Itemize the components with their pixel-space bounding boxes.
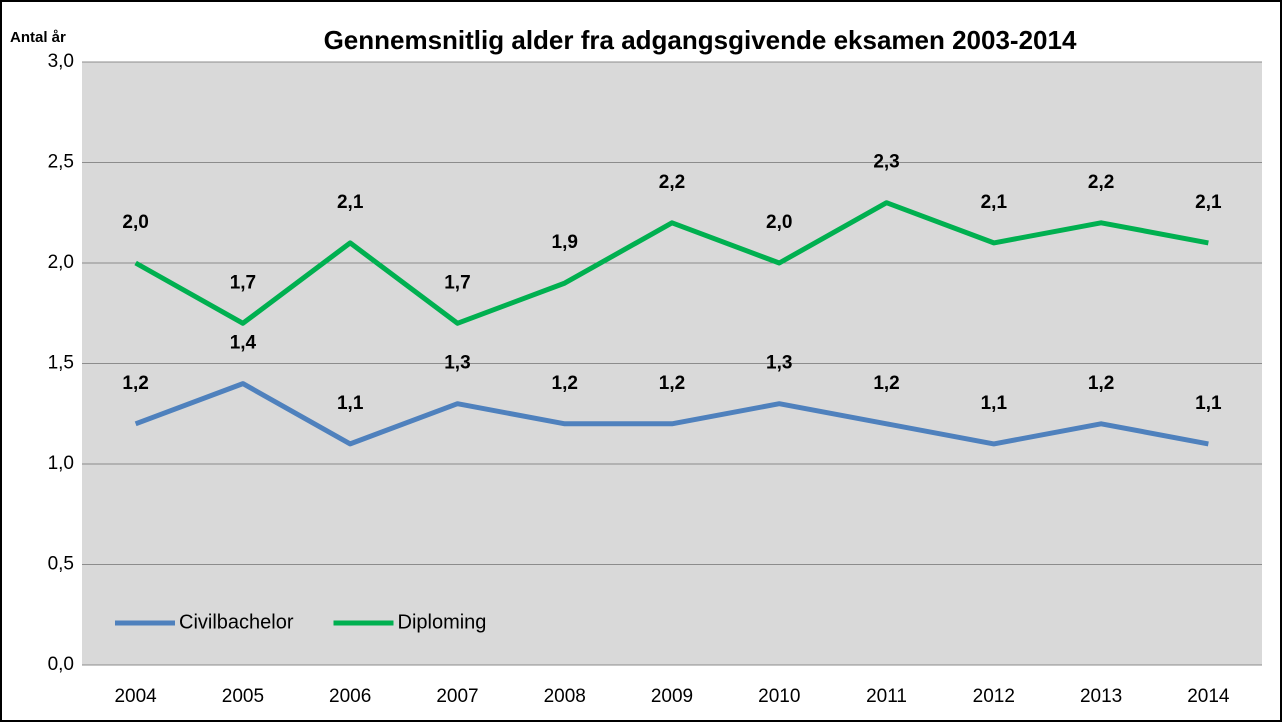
x-tick-label: 2008 (544, 686, 586, 707)
data-label: 1,2 (122, 373, 148, 394)
x-tick-label: 2009 (651, 686, 693, 707)
data-label: 2,1 (1195, 192, 1222, 213)
x-tick-label: 2012 (973, 686, 1015, 707)
data-label: 1,3 (766, 353, 792, 374)
data-label: 1,2 (873, 373, 899, 394)
legend-label: Diploming (398, 611, 487, 633)
data-label: 2,1 (981, 192, 1008, 213)
data-label: 2,1 (337, 192, 364, 213)
y-tick-label: 2,5 (48, 152, 74, 173)
chart-title: Gennemsnitlig alder fra adgangsgivende e… (324, 25, 1077, 55)
y-tick-label: 1,5 (48, 353, 74, 374)
data-label: 1,4 (230, 333, 257, 354)
x-tick-label: 2011 (866, 686, 907, 707)
y-axis-label: Antal år (10, 29, 66, 46)
x-tick-label: 2007 (436, 686, 478, 707)
data-label: 1,7 (230, 272, 256, 293)
data-label: 1,1 (1195, 393, 1222, 414)
y-tick-label: 1,0 (48, 453, 74, 474)
data-label: 2,2 (1088, 172, 1114, 193)
data-label: 1,2 (659, 373, 685, 394)
data-label: 2,2 (659, 172, 685, 193)
y-tick-label: 0,5 (48, 554, 74, 575)
x-tick-label: 2004 (114, 686, 157, 707)
y-tick-label: 3,0 (48, 51, 74, 72)
x-tick-label: 2013 (1080, 686, 1122, 707)
x-tick-label: 2014 (1187, 686, 1230, 707)
data-label: 2,0 (766, 212, 792, 233)
y-tick-label: 2,0 (48, 252, 74, 273)
data-label: 1,1 (337, 393, 364, 414)
x-tick-label: 2005 (222, 686, 264, 707)
x-tick-label: 2010 (758, 686, 800, 707)
y-tick-label: 0,0 (48, 654, 74, 675)
legend-label: Civilbachelor (179, 611, 294, 633)
data-label: 1,9 (552, 232, 578, 253)
data-label: 2,3 (873, 152, 899, 173)
data-label: 1,2 (552, 373, 578, 394)
series-line (134, 200, 1209, 326)
series-line (134, 381, 1209, 447)
data-label: 1,3 (444, 353, 470, 374)
data-label: 1,7 (444, 272, 470, 293)
data-label: 1,1 (981, 393, 1008, 414)
x-tick-label: 2006 (329, 686, 371, 707)
data-label: 2,0 (122, 212, 148, 233)
data-label: 1,2 (1088, 373, 1114, 394)
